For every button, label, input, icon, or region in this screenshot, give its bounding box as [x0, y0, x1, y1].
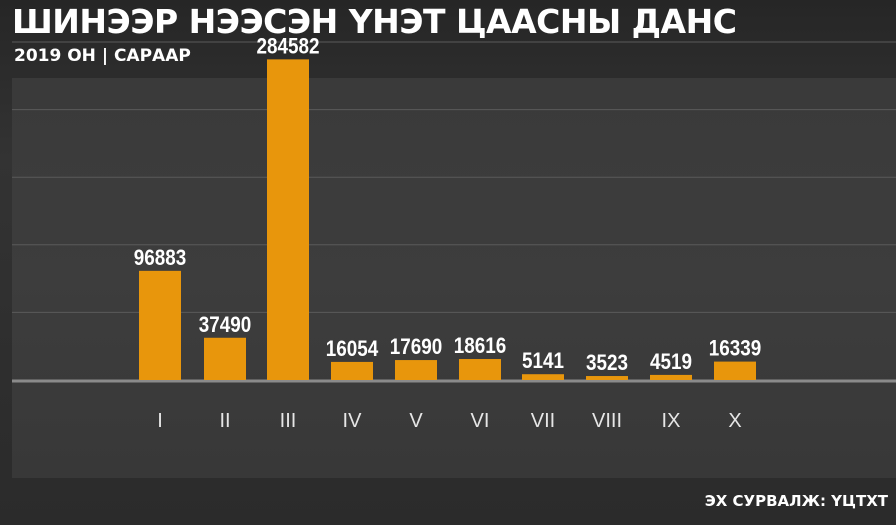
value-label-V: 17690 [390, 334, 443, 359]
category-label-V: V [409, 410, 423, 432]
value-label-X: 16339 [709, 336, 762, 361]
bar-VIII [586, 376, 628, 380]
category-label-VI: VI [471, 410, 490, 432]
bars [139, 59, 756, 381]
value-labels: 96883 37490 284582 16054 17690 18616 5141 3523 4… [134, 33, 762, 375]
value-label-I: 96883 [134, 245, 187, 270]
category-label-I: I [157, 410, 163, 432]
bar-II [204, 337, 246, 380]
category-label-IV: IV [343, 410, 363, 432]
category-label-II: II [219, 410, 230, 432]
bar-X [714, 361, 756, 380]
bar-I [139, 270, 181, 380]
bar-IX [650, 374, 692, 380]
category-label-VII: VII [531, 410, 555, 432]
category-label-IX: IX [662, 410, 681, 432]
grid-lines [12, 41, 896, 383]
category-label-III: III [280, 410, 297, 432]
value-label-IV: 16054 [326, 336, 379, 361]
value-label-III: 284582 [257, 33, 320, 58]
bar-VI [459, 359, 501, 380]
value-label-IX: 4519 [650, 349, 692, 374]
bar-V [395, 360, 437, 380]
value-label-II: 37490 [199, 312, 252, 337]
category-labels: I II III IV V VI VII VIII IX X [157, 410, 741, 432]
bar-VII [522, 374, 564, 380]
bar-IV [331, 361, 373, 380]
category-label-VIII: VIII [592, 410, 622, 432]
bar-III [267, 59, 309, 381]
value-label-VI: 18616 [454, 333, 507, 358]
chart-subtitle: 2019 ОН | САРААР [14, 46, 191, 66]
value-label-VII: 5141 [522, 348, 564, 373]
source-note: ЭХ СУРВАЛЖ: ҮЦТХТ [704, 492, 888, 510]
category-label-X: X [728, 410, 741, 432]
chart-title: ШИНЭЭР НЭЭСЭН ҮНЭТ ЦААСНЫ ДАНС [12, 2, 737, 41]
value-label-VIII: 3523 [586, 350, 628, 375]
